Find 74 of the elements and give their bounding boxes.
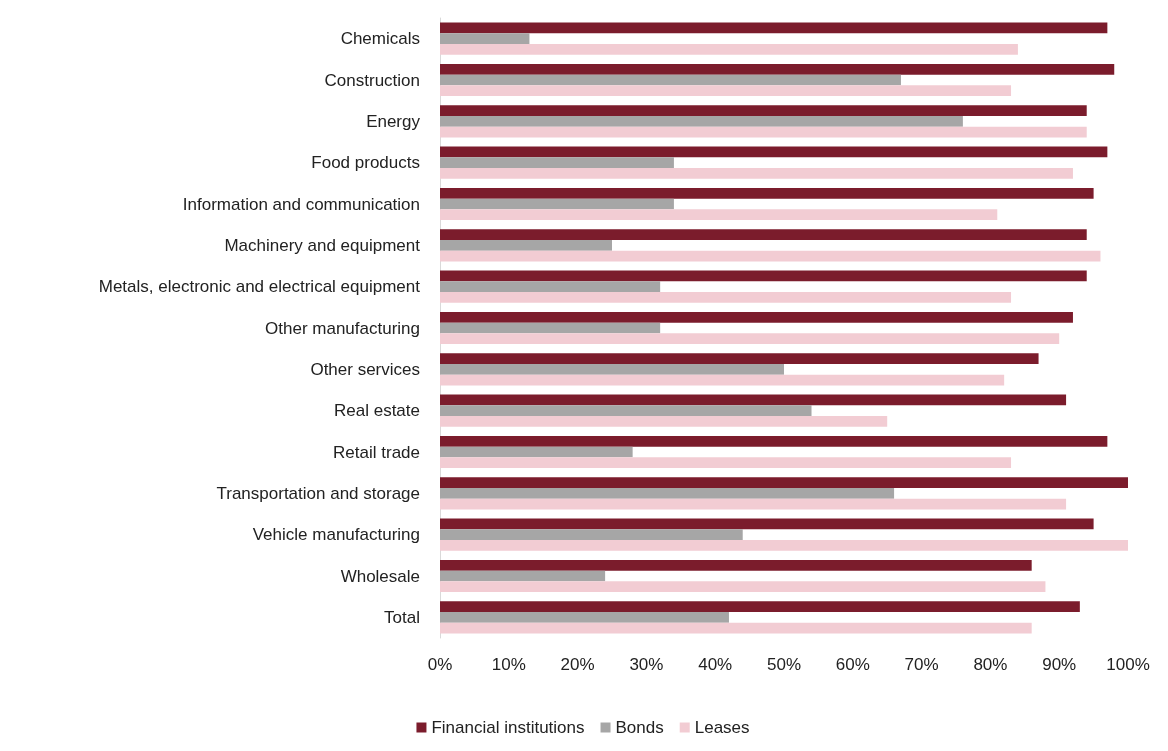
bar: [440, 405, 812, 417]
bar: [440, 105, 1087, 116]
y-tick-label: Machinery and equipment: [224, 235, 421, 255]
y-tick-label: Chemicals: [340, 29, 420, 49]
bar: [440, 126, 1087, 138]
y-tick-label: Total: [384, 607, 420, 627]
bar: [440, 168, 1073, 179]
bar: [440, 74, 901, 86]
bar: [440, 33, 530, 45]
bar: [440, 540, 1128, 551]
bar: [440, 187, 1094, 199]
bar: [440, 611, 729, 623]
x-tick-label: 10%: [491, 655, 526, 674]
y-tick-label: Transportation and storage: [216, 483, 420, 503]
y-tick-label: Other manufacturing: [265, 318, 420, 338]
x-tick-label: 90%: [1042, 655, 1077, 674]
bar: [440, 581, 1046, 593]
bar: [440, 477, 1128, 488]
bar: [440, 363, 784, 375]
y-tick-label: Retail trade: [333, 442, 420, 462]
bar: [440, 529, 743, 541]
bar: [440, 270, 1087, 282]
x-tick-label: 20%: [560, 655, 595, 674]
legend-label: Bonds: [615, 718, 664, 737]
x-tick-label: 40%: [698, 655, 733, 674]
x-tick-label: 60%: [835, 655, 870, 674]
bar: [440, 446, 633, 458]
y-tick-label: Information and communication: [182, 194, 420, 214]
bar: [440, 416, 888, 427]
legend-label: Leases: [694, 718, 750, 737]
bar: [440, 22, 1108, 34]
bar: [440, 570, 606, 582]
bar: [440, 333, 1060, 345]
bar: [440, 209, 998, 221]
x-tick-label: 50%: [766, 655, 802, 674]
legend-label: Financial institutions: [431, 718, 585, 737]
y-tick-label: Other services: [310, 359, 420, 379]
bar: [440, 115, 963, 127]
bar: [440, 622, 1032, 634]
bar: [440, 311, 1073, 323]
y-tick-label: Metals, electronic and electrical equipment: [98, 277, 421, 297]
bar: [440, 85, 1012, 97]
bar: [440, 44, 1018, 55]
bar: [440, 601, 1080, 612]
x-tick-label: 80%: [973, 655, 1008, 674]
bar: [440, 457, 1012, 469]
y-tick-label: Construction: [324, 70, 420, 90]
y-tick-label: Energy: [366, 111, 421, 131]
bar: [440, 146, 1108, 158]
bar: [440, 498, 1067, 510]
bar: [440, 281, 661, 293]
bar: [440, 63, 1115, 75]
bar: [440, 157, 674, 169]
y-tick-label: Food products: [311, 153, 420, 173]
bar: [440, 229, 1087, 240]
x-tick-label: 100%: [1106, 655, 1150, 674]
bar: [440, 239, 612, 251]
bar: [440, 322, 661, 334]
bar: [440, 518, 1094, 530]
bar: [440, 435, 1108, 447]
bar: [440, 394, 1067, 406]
bar: [440, 487, 895, 499]
x-tick-label: 0%: [427, 655, 453, 674]
y-tick-label: Wholesale: [340, 566, 420, 586]
bar: [440, 559, 1032, 571]
bar: [440, 292, 1012, 303]
bar: [440, 250, 1101, 262]
bar: [440, 198, 674, 210]
bar: [440, 374, 1005, 386]
x-tick-label: 30%: [629, 655, 664, 674]
bar: [440, 353, 1039, 364]
x-tick-label: 70%: [904, 655, 939, 674]
y-tick-label: Real estate: [334, 401, 420, 421]
y-tick-label: Vehicle manufacturing: [252, 525, 420, 545]
